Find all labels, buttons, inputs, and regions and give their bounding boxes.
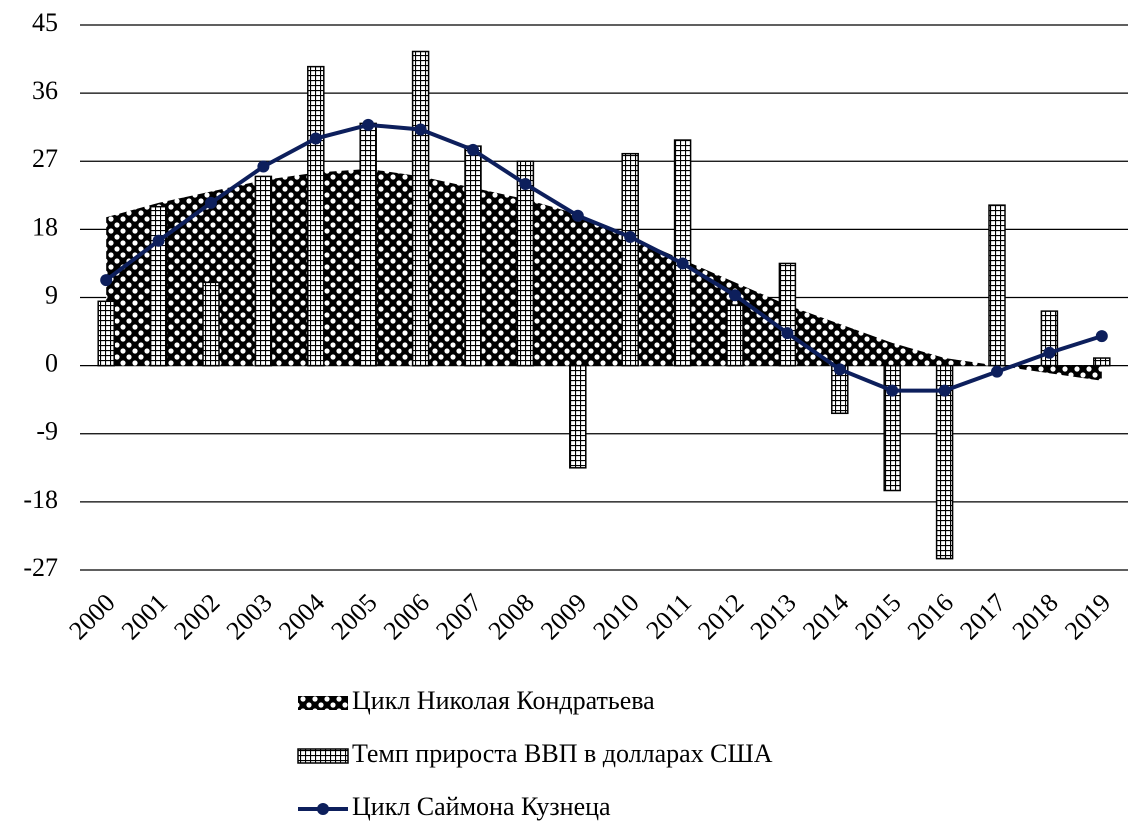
x-tick-label: 2015 [849,588,906,645]
area [106,168,1102,381]
bar [411,50,430,367]
x-tick-label: 2017 [954,588,1011,645]
x-tick-label: 2018 [1007,588,1064,645]
bar [569,364,587,469]
bar [254,175,273,367]
bar [726,304,744,367]
marker [519,177,532,190]
y-tick-label: 36 [32,76,58,105]
marker [729,289,741,302]
y-tick-label: -18 [23,485,58,514]
x-tick-label: 2016 [902,588,959,645]
y-tick-label: -9 [36,417,58,446]
legend-label: Цикл Саймона Кузнеца [352,792,611,821]
x-tick-label: 2002 [168,588,225,645]
marker [571,209,584,222]
y-tick-label: 27 [32,144,58,173]
bar [202,281,220,367]
bar [97,300,115,367]
marker [1043,346,1056,359]
x-tick-label: 2000 [63,588,120,645]
legend-swatch [317,803,329,815]
x-tick-label: 2001 [116,588,173,645]
y-tick-label: 9 [45,280,58,309]
x-tick-label: 2013 [745,588,802,645]
marker [100,274,113,287]
marker [938,384,951,397]
legend-label: Цикл Николая Кондратьева [352,686,655,715]
x-tick-label: 2005 [325,588,382,645]
bar [149,205,168,367]
x-tick-label: 2004 [273,588,330,645]
x-tick-label: 2019 [1059,588,1116,645]
marker [309,132,322,145]
x-tick-label: 2012 [692,588,749,645]
marker [205,196,217,209]
y-tick-label: -27 [23,553,58,582]
x-tick-label: 2006 [378,588,435,645]
x-tick-label: 2008 [483,588,540,645]
marker [1095,330,1108,343]
marker [624,230,637,243]
bar [464,145,482,367]
x-tick-label: 2010 [587,588,644,645]
legend-label: Темп прироста ВВП в долларах США [352,739,773,768]
y-tick-label: 18 [32,212,58,241]
y-tick-label: 0 [45,349,58,378]
bar [988,204,1006,367]
marker [467,143,479,156]
x-tick-label: 2003 [221,588,278,645]
bar [778,262,797,367]
x-tick-label: 2014 [797,588,854,645]
marker [362,118,375,131]
x-tick-label: 2007 [430,588,487,645]
bar [621,152,639,367]
line [104,122,1103,393]
x-tick-label: 2011 [640,588,697,645]
legend-swatch [298,696,348,710]
y-tick-label: 45 [32,8,58,37]
marker [676,257,689,270]
bar [359,122,377,367]
bar [516,160,535,367]
bar [673,139,692,367]
marker [257,160,270,173]
bar [307,65,325,367]
bar [883,364,901,492]
legend-swatch [297,748,349,764]
bar [935,364,954,560]
marker [833,363,846,376]
marker [886,384,899,397]
marker [991,365,1003,378]
marker [152,234,165,247]
marker [781,327,794,340]
bar [1093,357,1111,367]
marker [414,123,427,136]
x-tick-label: 2009 [535,588,592,645]
